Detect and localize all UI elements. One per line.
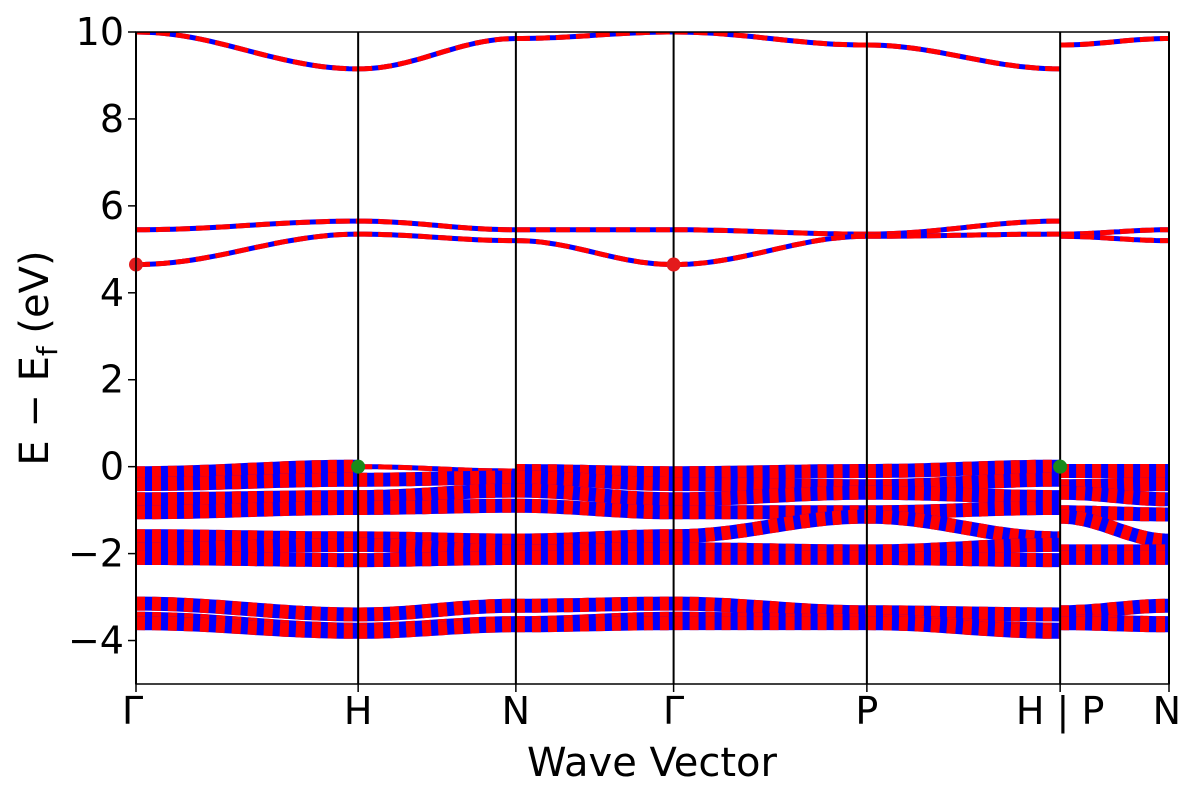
band-line-spin-b — [866, 485, 1061, 505]
band-line-spin-b — [136, 490, 359, 507]
x-axis-title: Wave Vector — [527, 740, 778, 786]
extrema-markers — [129, 257, 1068, 474]
band-line-spin-b — [866, 616, 1061, 639]
y-tick-label: 2 — [100, 358, 124, 402]
band-line-spin-b — [866, 472, 1061, 494]
band-line-spin-b — [673, 233, 867, 267]
y-tick-label: 8 — [100, 97, 124, 141]
y-axis-title-main: E − E — [12, 356, 58, 466]
x-tick-label: H | P — [1016, 689, 1104, 734]
band-line-spin-b — [515, 470, 674, 492]
band-line-spin-b — [1060, 477, 1169, 494]
band-line-spin-b — [1059, 616, 1169, 633]
band-line-spin-b — [515, 483, 674, 507]
y-axis-title: E − Ef (eV) — [12, 250, 64, 465]
band-line-spin-b — [515, 238, 674, 267]
band-line-spin-b — [136, 537, 359, 557]
band-line-spin-b — [358, 470, 516, 487]
x-axis-ticks: Γ H N Γ P H | P N — [122, 684, 1181, 734]
band-line-spin-b — [515, 542, 674, 559]
bands-layer — [136, 32, 1169, 639]
x-tick-label: N — [502, 689, 530, 733]
band-line-spin-b — [358, 36, 516, 72]
y-axis-title-unit: (eV) — [12, 250, 58, 346]
band-line-spin-b — [136, 32, 359, 72]
band-line-spin-b — [1060, 36, 1169, 48]
band-line-spin-b — [673, 464, 867, 481]
plot-frame — [135, 31, 1170, 685]
band-line-spin-b — [515, 529, 674, 548]
band-line-spin-b — [136, 231, 359, 267]
band-line-spin-b — [515, 596, 674, 613]
band-line-spin-b — [358, 483, 516, 505]
x-tick-label: H — [344, 689, 373, 733]
band-line-spin-b — [866, 42, 1061, 72]
y-tick-label: 6 — [100, 184, 124, 228]
band-line-spin-b — [673, 485, 867, 507]
y-tick-label: 4 — [100, 271, 124, 315]
band-line-spin-b — [136, 218, 359, 233]
band-line-spin-b — [136, 529, 359, 546]
x-tick-label: P — [855, 689, 878, 733]
band-line-spin-b — [136, 550, 359, 568]
band-line-spin-b — [1059, 485, 1169, 507]
band-line-spin-b — [136, 596, 359, 622]
band-extremum-marker — [666, 257, 681, 272]
band-line-spin-b — [866, 605, 1061, 622]
band-extremum-marker — [1053, 459, 1068, 474]
band-line-spin-b — [866, 550, 1061, 568]
band-line-spin-b — [1060, 227, 1169, 237]
band-line-spin-b — [358, 537, 516, 559]
band-line-spin-b — [1059, 509, 1169, 548]
band-line-spin-b — [136, 472, 359, 492]
y-axis-title-subscript: f — [31, 345, 64, 356]
band-line-spin-b — [866, 537, 1061, 559]
band-line-spin-b — [136, 616, 359, 639]
band-line-spin-b — [515, 464, 674, 481]
band-line-spin-b — [358, 598, 516, 622]
band-line-spin-b — [673, 227, 867, 237]
y-tick-label: −2 — [68, 532, 124, 576]
band-line-spin-b — [866, 231, 1061, 239]
band-line-spin-b — [673, 509, 867, 544]
band-line-spin-b — [136, 459, 359, 481]
band-line-spin-b — [673, 596, 867, 620]
band-line-spin-b — [358, 550, 517, 568]
band-extremum-marker — [351, 459, 366, 474]
y-axis-ticks: −4 −2 0 2 4 6 8 10 — [68, 10, 136, 663]
band-line-spin-b — [358, 218, 516, 233]
band-line-spin-b — [673, 32, 867, 48]
x-tick-label: Γ — [122, 689, 143, 733]
band-line-spin-b — [358, 531, 516, 548]
band-line-spin-b — [866, 459, 1061, 478]
band-line-spin-b — [136, 501, 359, 520]
band-line-spin-b — [673, 477, 867, 494]
band-line-spin-b — [358, 498, 516, 515]
band-line-spin-b — [866, 218, 1061, 237]
x-tick-label: N — [1153, 689, 1181, 733]
x-tick-label: Γ — [663, 689, 684, 733]
y-tick-label: −4 — [68, 619, 124, 663]
y-tick-label: 10 — [76, 10, 124, 54]
band-line-spin-b — [358, 231, 516, 244]
band-line-spin-b — [1060, 233, 1169, 244]
band-line-spin-b — [358, 618, 516, 639]
high-symmetry-lines — [135, 32, 1170, 684]
band-line-spin-b — [866, 509, 1061, 546]
y-tick-label: 0 — [100, 445, 124, 489]
band-line-spin-b — [515, 616, 674, 633]
band-line-spin-b — [1060, 598, 1169, 620]
band-line-spin-a — [673, 233, 867, 267]
band-line-spin-b — [515, 498, 674, 520]
